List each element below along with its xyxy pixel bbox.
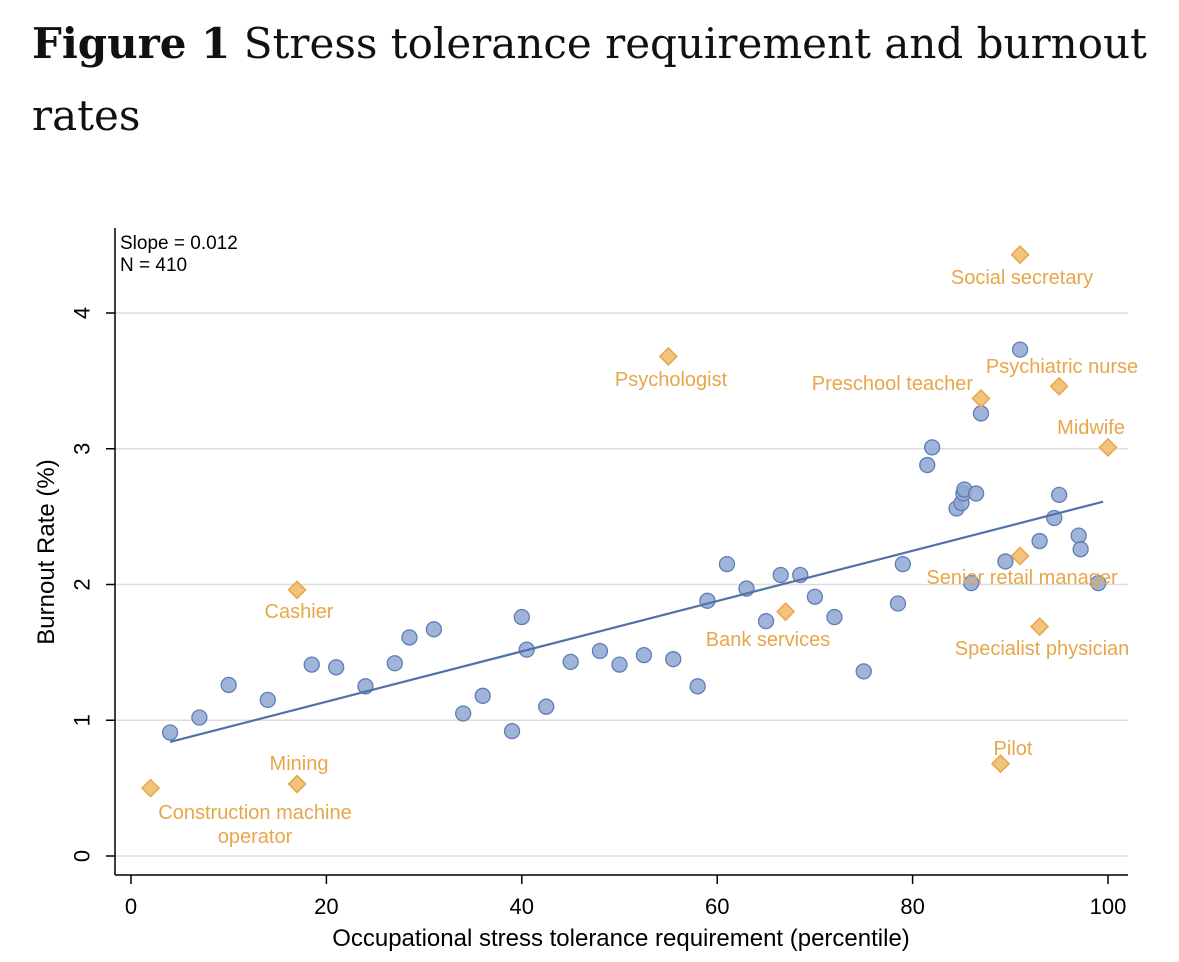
x-tick-label-80: 80 <box>900 894 924 919</box>
highlight-label-1: Psychologist <box>615 369 728 391</box>
data-point-11 <box>474 687 491 704</box>
data-point-12 <box>503 722 521 740</box>
data-point-13 <box>513 608 530 626</box>
data-point-31 <box>889 595 907 612</box>
x-tick-label-100: 100 <box>1090 894 1127 919</box>
data-point-7 <box>386 655 403 672</box>
data-point-17 <box>591 642 609 660</box>
figure-title-text: Stress tolerance requirement and burnout… <box>32 19 1147 140</box>
data-point-20 <box>665 651 682 668</box>
highlight-marker-0 <box>1010 245 1030 265</box>
data-point-25 <box>757 613 775 630</box>
highlight-label-7: Bank services <box>706 629 831 651</box>
highlight-marker-1 <box>658 346 678 367</box>
x-tick-label-0: 0 <box>125 894 137 919</box>
data-point-43 <box>1011 341 1029 358</box>
data-point-4 <box>303 656 320 673</box>
highlight-label-11: Construction machine operator <box>158 802 351 848</box>
highlight-marker-2 <box>971 388 991 409</box>
highlight-marker-8 <box>1030 617 1050 637</box>
fit-line <box>169 500 1104 744</box>
y-tick-label-3: 3 <box>70 443 95 455</box>
data-point-28 <box>806 588 824 605</box>
highlight-marker-6 <box>287 580 307 600</box>
data-point-1 <box>191 709 208 726</box>
data-point-8 <box>401 629 418 646</box>
data-point-40 <box>967 485 985 502</box>
y-tick-label-4: 4 <box>70 307 95 319</box>
data-point-32 <box>894 555 911 573</box>
highlight-marker-3 <box>1049 376 1069 396</box>
highlight-label-11-line-1: operator <box>218 826 293 848</box>
x-tick-label-20: 20 <box>314 894 338 919</box>
data-point-2 <box>220 676 237 694</box>
data-point-23 <box>718 555 736 573</box>
highlight-marker-10 <box>990 754 1011 774</box>
y-tick-label-1: 1 <box>70 714 95 726</box>
data-point-41 <box>972 405 990 422</box>
data-point-21 <box>689 678 706 695</box>
data-point-29 <box>826 608 843 626</box>
data-point-46 <box>1051 486 1068 504</box>
highlight-marker-5 <box>1010 546 1030 566</box>
data-point-42 <box>997 553 1014 570</box>
data-point-3 <box>259 691 276 709</box>
data-point-18 <box>611 656 628 673</box>
highlight-label-9: Mining <box>270 753 329 775</box>
data-point-10 <box>455 705 472 722</box>
x-axis-title: Occupational stress tolerance requiremen… <box>332 925 910 952</box>
data-point-49 <box>1090 574 1107 592</box>
data-point-30 <box>855 663 872 680</box>
highlight-label-3: Psychiatric nurse <box>986 356 1138 378</box>
highlight-label-10: Pilot <box>994 738 1033 760</box>
figure-title: Figure 1 Stress tolerance requirement an… <box>32 8 1152 152</box>
x-tick-label-60: 60 <box>705 894 729 919</box>
highlight-label-11-line-0: Construction machine <box>158 802 351 824</box>
figure-number: Figure 1 <box>32 19 231 68</box>
data-point-16 <box>562 653 579 671</box>
stat-annotation-1: N = 410 <box>120 255 187 276</box>
highlight-marker-11 <box>140 778 161 798</box>
highlight-label-8: Specialist physician <box>955 638 1130 660</box>
data-point-34 <box>923 439 941 456</box>
data-point-26 <box>772 566 789 584</box>
data-point-47 <box>1070 527 1087 544</box>
data-point-44 <box>1031 532 1048 550</box>
highlight-label-0: Social secretary <box>951 267 1093 289</box>
data-point-48 <box>1072 541 1089 558</box>
data-point-0 <box>161 724 179 741</box>
highlight-label-2: Preschool teacher <box>812 373 974 395</box>
y-tick-label-2: 2 <box>70 578 95 590</box>
y-axis-title: Burnout Rate (%) <box>33 459 60 644</box>
y-tick-label-0: 0 <box>70 850 95 862</box>
data-point-5 <box>328 659 345 676</box>
x-tick-label-40: 40 <box>510 894 534 919</box>
data-point-19 <box>635 646 653 664</box>
highlight-label-6: Cashier <box>265 601 334 623</box>
highlight-marker-9 <box>287 774 307 794</box>
highlight-marker-4 <box>1098 437 1118 457</box>
data-point-15 <box>538 698 555 715</box>
stat-annotation-0: Slope = 0.012 <box>120 233 238 254</box>
data-point-9 <box>425 621 443 638</box>
data-point-39 <box>963 574 980 592</box>
data-point-33 <box>919 456 936 474</box>
highlight-marker-7 <box>776 602 796 622</box>
highlight-label-5: Senior retail manager <box>926 567 1118 589</box>
highlight-label-4: Midwife <box>1057 417 1125 439</box>
